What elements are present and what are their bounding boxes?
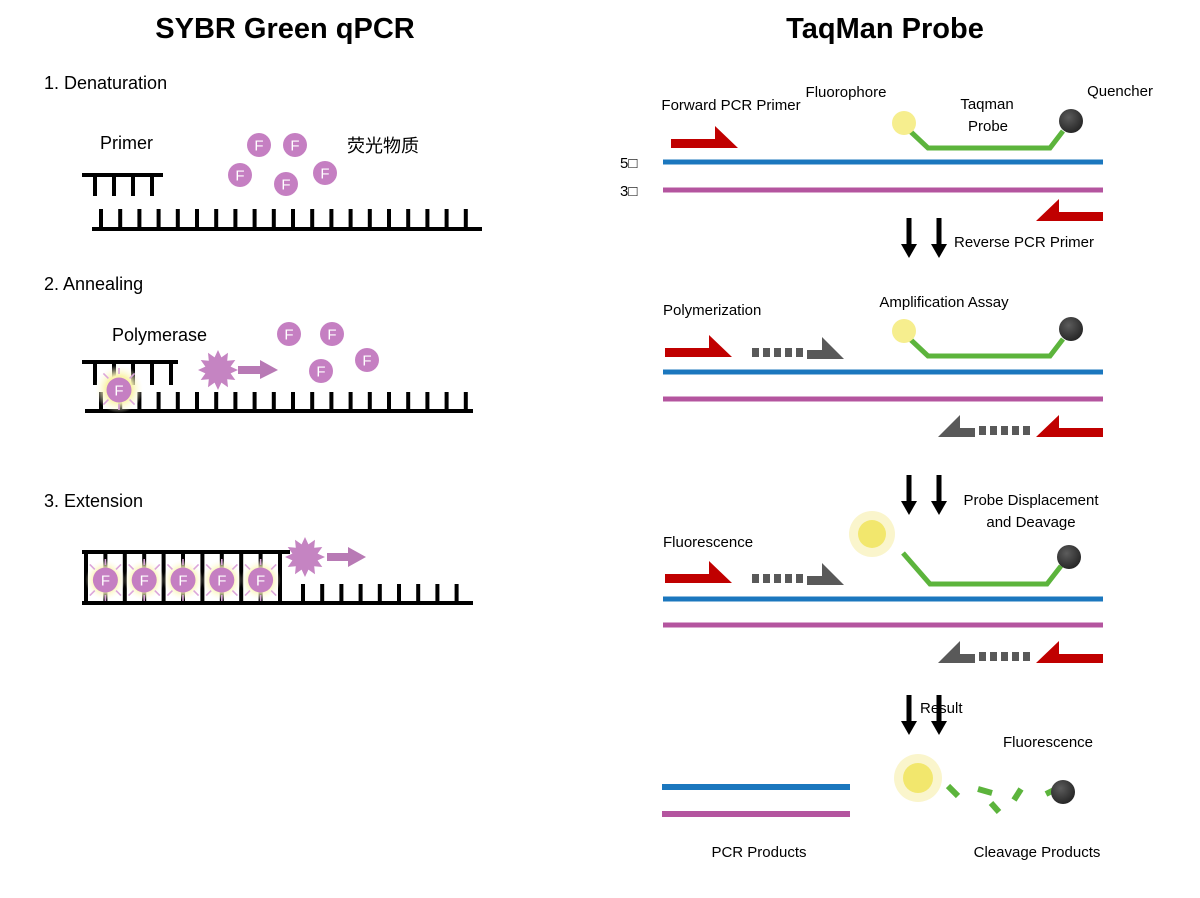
released-fluorophore <box>849 511 895 557</box>
intercalated-dye-molecule: F <box>170 567 196 593</box>
quencher-ball <box>1051 780 1075 804</box>
cleaved-probe-fragments <box>945 783 1058 814</box>
polymerase-label: Polymerase <box>112 325 207 345</box>
dye-letter: F <box>290 138 299 155</box>
forward-primer-arrow <box>665 561 732 583</box>
reverse-primer-label: Reverse PCR Primer <box>954 234 1094 251</box>
quencher-label: Quencher <box>1087 83 1153 100</box>
dye-letter: F <box>114 383 123 400</box>
extension-dashed-arrow <box>752 563 844 585</box>
left-panel-title: SYBR Green qPCR <box>155 13 414 45</box>
polymerase-starburst <box>285 537 325 577</box>
taqman-probe-label-line1: Taqman <box>960 96 1013 113</box>
sybr-dye-molecule: F <box>313 161 337 185</box>
quencher-ball <box>1057 545 1081 569</box>
result-label: Result <box>920 700 963 717</box>
polymerase-starburst <box>198 350 238 390</box>
sybr-dye-molecule: F <box>355 348 379 372</box>
primer-label: Primer <box>100 133 153 153</box>
intercalated-dye-molecule: F <box>209 567 235 593</box>
forward-primer-arrow <box>671 126 738 148</box>
step3-heading: 3. Extension <box>44 491 143 511</box>
intercalated-dye-molecule: F <box>248 567 274 593</box>
step1-template-strand <box>92 209 482 231</box>
extension-dashed-arrow-reverse <box>938 415 1030 437</box>
fluorophore-ball <box>892 111 916 135</box>
dye-letter: F <box>281 177 290 194</box>
reverse-primer-arrow <box>1036 199 1103 221</box>
reverse-primer-arrow <box>1036 415 1103 437</box>
quencher-ball <box>1059 317 1083 341</box>
fluorescence-label: Fluorescence <box>663 534 753 551</box>
taqman-probe-label-line2: Probe <box>968 118 1008 135</box>
sybr-dye-molecule: F <box>283 133 307 157</box>
polymerase-direction-arrow <box>327 547 366 567</box>
dye-letter: F <box>320 166 329 183</box>
five-prime-label: 5□ <box>620 155 637 172</box>
dye-letter: F <box>284 327 293 344</box>
down-arrow <box>901 218 917 258</box>
polymerase-direction-arrow <box>238 360 278 379</box>
polymerization-label: Polymerization <box>663 302 761 319</box>
cleavage-products-label: Cleavage Products <box>974 844 1101 861</box>
intercalated-dye-molecule: F <box>131 567 157 593</box>
step2-heading: 2. Annealing <box>44 274 143 294</box>
step2-template-strand <box>85 392 473 413</box>
sybr-dye-molecule: F <box>274 172 298 196</box>
fluorescence-label-bottom: Fluorescence <box>1003 734 1093 751</box>
sybr-dye-molecule: F <box>247 133 271 157</box>
reverse-primer-arrow <box>1036 641 1103 663</box>
dye-letter: F <box>327 327 336 344</box>
fluorophore-ball <box>892 319 916 343</box>
dye-letter: F <box>362 353 371 370</box>
down-arrow <box>901 695 917 735</box>
extension-dashed-arrow-reverse <box>938 641 1030 663</box>
displaced-probe <box>901 545 1081 587</box>
forward-primer-arrow <box>665 335 732 357</box>
released-fluorophore <box>894 754 942 802</box>
sybr-dye-molecule: F <box>320 322 344 346</box>
fluorophore-label: Fluorophore <box>806 84 887 101</box>
intercalated-dye-molecule: F <box>92 567 118 593</box>
dye-letter: F <box>316 364 325 381</box>
dye-letter: F <box>217 573 226 590</box>
intercalated-dye-molecule: F <box>106 377 132 403</box>
forward-primer-label: Forward PCR Primer <box>661 97 800 114</box>
down-arrow <box>931 475 947 515</box>
probe-displacement-label-line1: Probe Displacement <box>963 492 1099 509</box>
three-prime-label: 3□ <box>620 183 637 200</box>
dye-letter: F <box>101 573 110 590</box>
dye-letter: F <box>178 573 187 590</box>
probe-displacement-label-line2: and Deavage <box>986 514 1075 531</box>
taqman-probe-stage2 <box>892 317 1083 359</box>
down-arrow <box>901 475 917 515</box>
quencher-ball <box>1059 109 1083 133</box>
dye-letter: F <box>254 138 263 155</box>
taqman-probe-stage1 <box>892 109 1083 151</box>
step1-heading: 1. Denaturation <box>44 73 167 93</box>
down-arrow <box>931 218 947 258</box>
sybr-dye-molecule: F <box>309 359 333 383</box>
amplification-assay-label: Amplification Assay <box>879 294 1009 311</box>
dye-letter: F <box>235 168 244 185</box>
sybr-dye-molecule: F <box>277 322 301 346</box>
step1-primer-comb <box>82 173 163 196</box>
extension-dashed-arrow <box>752 337 844 359</box>
sybr-dye-molecule: F <box>228 163 252 187</box>
dye-label-zh: 荧光物质 <box>347 136 419 156</box>
dye-letter: F <box>256 573 265 590</box>
right-panel-title: TaqMan Probe <box>786 13 984 45</box>
pcr-products-label: PCR Products <box>711 844 806 861</box>
dye-letter: F <box>140 573 149 590</box>
